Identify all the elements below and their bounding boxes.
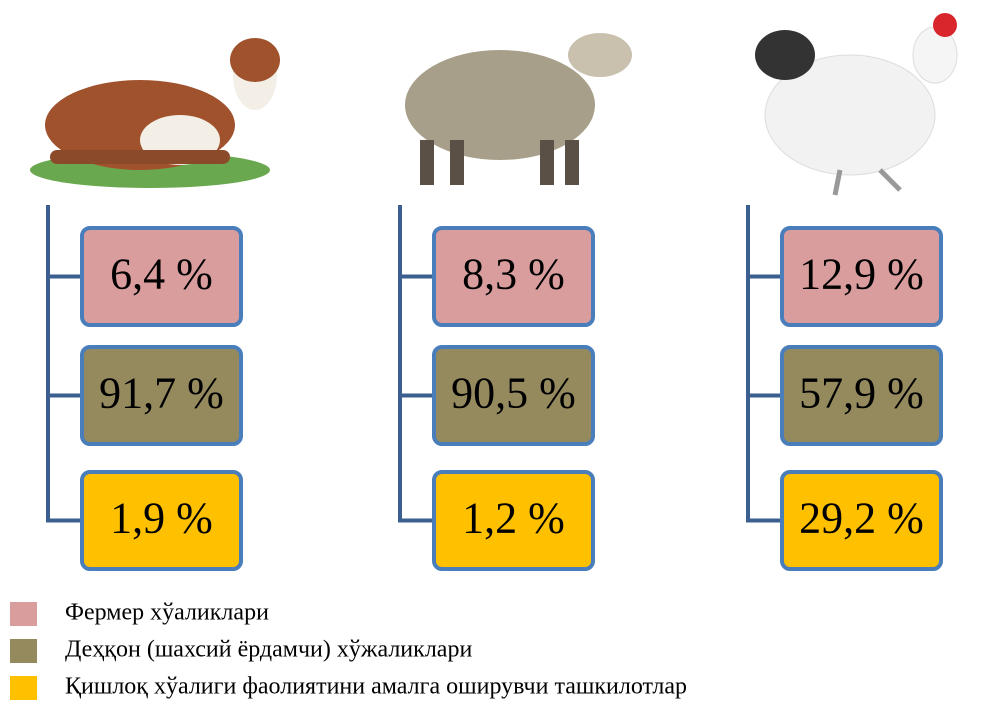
share-box — [432, 345, 595, 446]
legend-label: Деҳқон (шахсий ёрдамчи) хўжаликлари — [65, 637, 472, 663]
share-box — [780, 226, 943, 327]
share-box — [80, 345, 243, 446]
tree-layer: 6,4 % 91,7 % 1,9 % 8,3 % 90,5 % 1,2 % 12,9 % 57… — [46, 205, 943, 571]
share-label: 91,7 % — [99, 369, 224, 418]
legend-label: Қишлоқ хўалиги фаолиятини амалга оширувч… — [65, 674, 687, 700]
legend: Фермер хўаликлари Деҳқон (шахсий ёрдамчи)… — [10, 600, 687, 700]
share-label: 29,2 % — [799, 494, 924, 543]
share-box — [780, 470, 943, 571]
legend-swatch — [10, 639, 37, 663]
share-box — [432, 470, 595, 571]
share-box — [432, 226, 595, 327]
share-label: 1,9 % — [110, 494, 213, 543]
share-label: 1,2 % — [462, 494, 565, 543]
legend-label: Фермер хўаликлари — [65, 600, 269, 626]
share-label: 12,9 % — [799, 250, 924, 299]
chicken-illustration — [755, 13, 958, 196]
share-label: 57,9 % — [799, 369, 924, 418]
share-label: 6,4 % — [110, 250, 213, 299]
share-box — [780, 345, 943, 446]
share-box — [80, 226, 243, 327]
legend-swatch — [10, 602, 37, 626]
legend-swatch — [10, 676, 37, 700]
share-label: 90,5 % — [451, 369, 576, 418]
cow-illustration — [30, 38, 280, 188]
share-label: 8,3 % — [462, 250, 565, 299]
sheep-illustration — [405, 33, 632, 185]
share-box — [80, 470, 243, 571]
